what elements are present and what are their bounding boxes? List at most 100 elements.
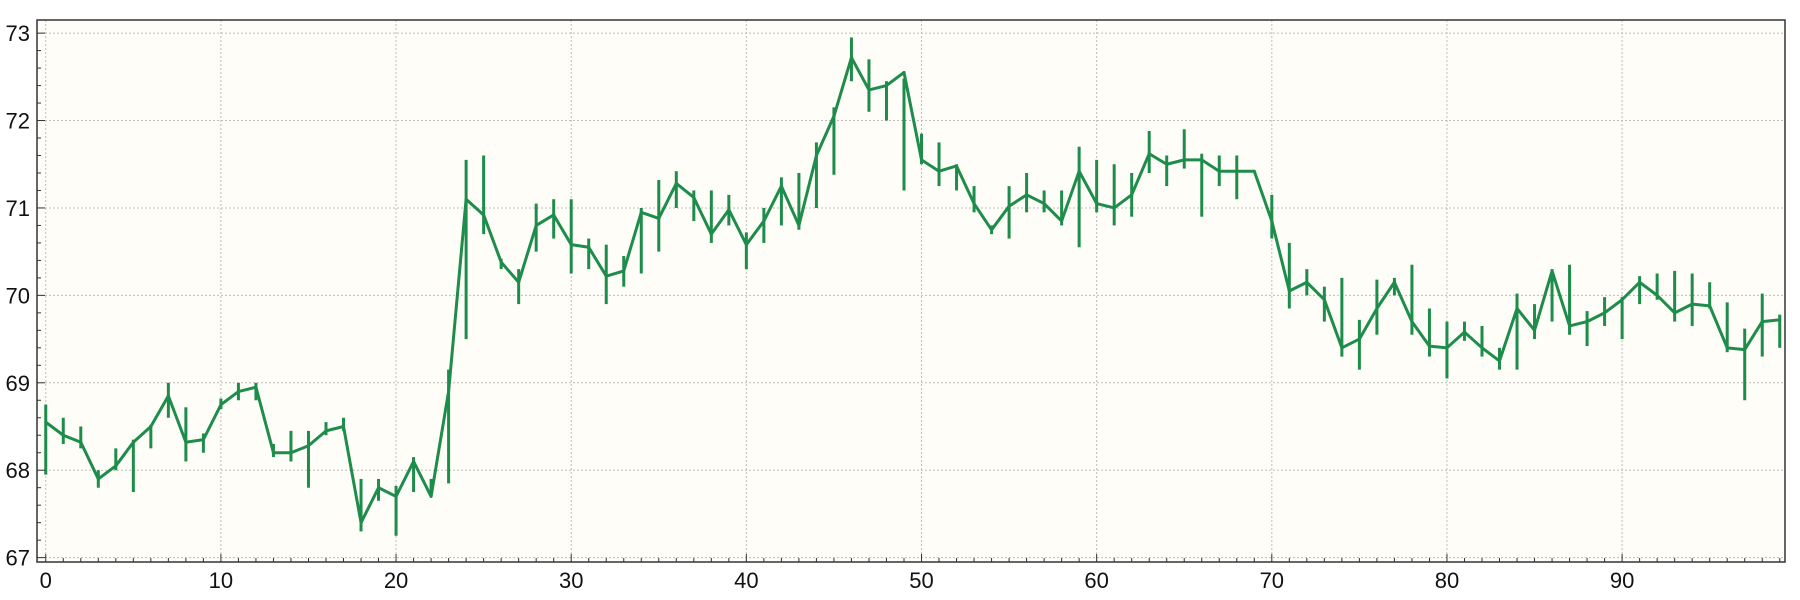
- y-tick-label: 69: [6, 371, 30, 396]
- data-point: [832, 114, 836, 118]
- data-point: [1130, 193, 1134, 197]
- data-point: [96, 477, 100, 481]
- x-tick-label: 10: [209, 568, 233, 593]
- data-point: [254, 385, 258, 389]
- data-point: [534, 223, 538, 227]
- data-point: [1392, 280, 1396, 284]
- data-point: [955, 164, 959, 168]
- data-point: [587, 245, 591, 249]
- data-point: [1410, 320, 1414, 324]
- x-tick-label: 50: [909, 568, 933, 593]
- data-point: [1760, 320, 1764, 324]
- data-point: [1673, 311, 1677, 315]
- data-point: [990, 228, 994, 232]
- data-point: [639, 210, 643, 214]
- data-point: [1778, 318, 1782, 322]
- data-point: [1060, 219, 1064, 223]
- data-point: [1270, 219, 1274, 223]
- data-point: [1042, 202, 1046, 206]
- data-point: [849, 56, 853, 60]
- data-point: [972, 202, 976, 206]
- tick-layer: [37, 32, 1781, 562]
- data-point: [937, 169, 941, 173]
- data-point: [692, 195, 696, 199]
- data-point: [1445, 346, 1449, 350]
- data-point: [1165, 162, 1169, 166]
- data-point: [219, 403, 223, 407]
- data-point: [517, 280, 521, 284]
- data-point: [149, 425, 153, 428]
- data-point: [1725, 346, 1729, 350]
- data-point: [1340, 346, 1344, 350]
- data-point: [1287, 289, 1291, 293]
- data-point: [674, 181, 678, 185]
- data-point: [482, 213, 486, 217]
- x-tick-label: 90: [1610, 568, 1634, 593]
- data-point: [1375, 306, 1379, 310]
- grid-lines: [37, 20, 1785, 562]
- data-point: [867, 88, 871, 92]
- data-point: [884, 84, 888, 88]
- data-point: [1357, 337, 1361, 341]
- data-point: [377, 486, 381, 490]
- data-point: [114, 464, 118, 468]
- data-point: [184, 440, 188, 444]
- data-point: [1322, 298, 1326, 302]
- data-point: [1655, 293, 1659, 297]
- data-point: [1095, 202, 1099, 206]
- data-point: [797, 223, 801, 227]
- data-point: [79, 440, 83, 444]
- series-line: [44, 56, 1780, 525]
- x-tick-label: 20: [384, 568, 408, 593]
- data-point: [1585, 320, 1589, 324]
- data-point: [762, 219, 766, 223]
- data-point: [552, 213, 556, 217]
- y-tick-label: 71: [6, 196, 30, 221]
- data-point: [289, 451, 293, 455]
- data-point: [236, 390, 240, 394]
- data-point: [1305, 280, 1309, 284]
- data-point: [429, 494, 433, 498]
- data-point: [271, 451, 275, 455]
- data-point: [744, 243, 748, 247]
- data-point: [709, 232, 713, 236]
- data-point: [1147, 152, 1151, 156]
- x-tick-label: 0: [40, 568, 52, 593]
- data-point: [306, 444, 310, 448]
- data-point: [131, 440, 135, 444]
- data-point: [359, 521, 363, 525]
- data-point: [1550, 269, 1554, 273]
- plot-frame: [36, 19, 1786, 563]
- data-point: [1480, 346, 1484, 350]
- data-point: [814, 154, 818, 157]
- data-point: [464, 197, 468, 201]
- data-point: [1427, 344, 1431, 348]
- y-tick-labels: 67 68 69 70 71 72 73: [6, 21, 30, 571]
- data-point: [1217, 169, 1221, 173]
- x-tick-label: 40: [734, 568, 758, 593]
- data-point: [657, 216, 661, 220]
- y-tick-label: 67: [6, 546, 30, 571]
- data-point: [1025, 193, 1029, 197]
- data-point: [902, 70, 906, 74]
- y-tick-label: 70: [6, 283, 30, 308]
- data-point: [61, 433, 65, 437]
- x-tick-labels: 0 10 20 30 40 50 60 70 80 90: [40, 568, 1635, 593]
- data-point: [1112, 206, 1116, 210]
- data-point: [1515, 306, 1519, 310]
- data-point: [1690, 302, 1694, 306]
- data-point: [447, 390, 451, 394]
- data-point: [604, 274, 608, 278]
- data-point: [342, 425, 346, 428]
- data-point: [1638, 280, 1642, 284]
- data-point: [622, 269, 626, 273]
- data-point: [1462, 330, 1466, 334]
- data-point: [394, 494, 398, 498]
- data-point: [1708, 304, 1712, 308]
- data-point: [727, 208, 731, 212]
- data-point: [920, 158, 924, 162]
- data-point: [201, 438, 205, 442]
- data-point: [1498, 359, 1502, 363]
